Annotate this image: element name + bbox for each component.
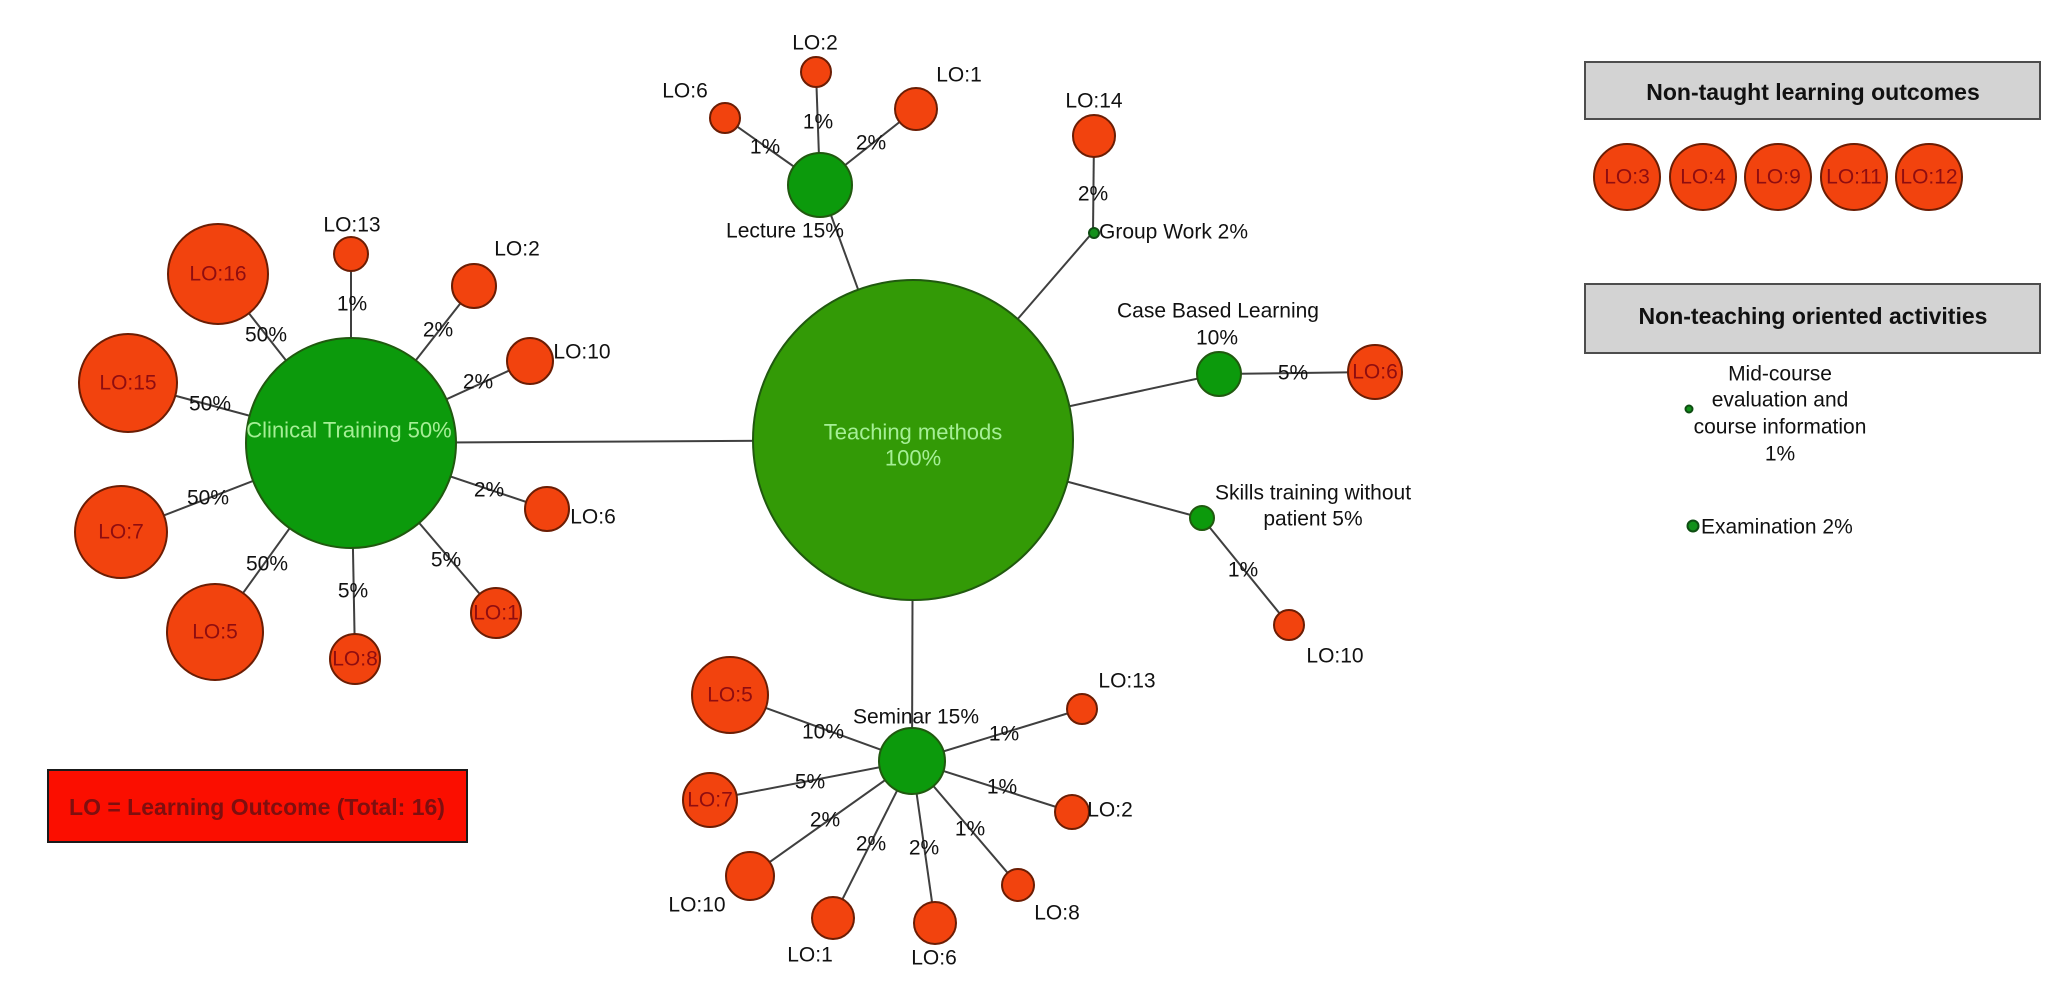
svg-text:5%: 5% [431, 549, 461, 572]
svg-text:LO:6: LO:6 [911, 947, 957, 970]
svg-text:Lecture 15%: Lecture 15% [726, 220, 844, 243]
svg-text:2%: 2% [463, 371, 493, 394]
svg-text:1%: 1% [989, 723, 1019, 746]
svg-text:LO:7: LO:7 [98, 521, 144, 544]
svg-text:patient 5%: patient 5% [1263, 508, 1362, 531]
svg-text:2%: 2% [423, 319, 453, 342]
svg-text:LO:1: LO:1 [936, 64, 982, 87]
svg-text:1%: 1% [337, 293, 367, 316]
svg-text:2%: 2% [856, 833, 886, 856]
svg-text:LO:7: LO:7 [687, 789, 733, 812]
svg-text:Non-teaching oriented activiti: Non-teaching oriented activities [1639, 303, 1988, 329]
svg-text:LO:2: LO:2 [792, 32, 838, 55]
svg-text:LO:10: LO:10 [1306, 645, 1363, 668]
svg-text:Mid-course: Mid-course [1728, 363, 1832, 386]
svg-text:LO:8: LO:8 [332, 648, 378, 671]
svg-text:LO:13: LO:13 [1098, 670, 1155, 693]
svg-text:2%: 2% [909, 837, 939, 860]
svg-text:Seminar 15%: Seminar 15% [853, 706, 979, 729]
svg-text:LO:4: LO:4 [1680, 166, 1726, 189]
svg-text:LO:3: LO:3 [1604, 166, 1650, 189]
svg-text:5%: 5% [1278, 362, 1308, 385]
svg-text:LO:1: LO:1 [787, 944, 833, 967]
svg-text:Non-taught learning outcomes: Non-taught learning outcomes [1646, 79, 1980, 105]
svg-text:2%: 2% [810, 809, 840, 832]
svg-text:5%: 5% [338, 580, 368, 603]
svg-text:1%: 1% [987, 776, 1017, 799]
svg-text:50%: 50% [246, 553, 288, 576]
svg-text:LO:8: LO:8 [1034, 902, 1080, 925]
svg-text:2%: 2% [474, 479, 504, 502]
svg-text:LO:9: LO:9 [1755, 166, 1801, 189]
svg-text:1%: 1% [750, 136, 780, 159]
svg-text:LO:12: LO:12 [1900, 166, 1957, 189]
svg-text:1%: 1% [1228, 559, 1258, 582]
svg-text:LO:16: LO:16 [189, 263, 246, 286]
svg-text:Teaching methods: Teaching methods [824, 420, 1003, 445]
svg-text:10%: 10% [1196, 327, 1238, 350]
svg-text:Examination 2%: Examination 2% [1701, 516, 1853, 539]
svg-text:LO = Learning Outcome (Total:: LO = Learning Outcome (Total: 16) [69, 794, 445, 820]
svg-text:LO:11: LO:11 [1826, 166, 1882, 189]
svg-text:2%: 2% [856, 132, 886, 155]
svg-text:100%: 100% [885, 446, 941, 471]
svg-text:LO:15: LO:15 [99, 372, 156, 395]
svg-text:LO:6: LO:6 [662, 80, 708, 103]
svg-text:Group Work 2%: Group Work 2% [1099, 221, 1248, 244]
svg-text:LO:10: LO:10 [553, 341, 610, 364]
svg-text:50%: 50% [245, 324, 287, 347]
svg-text:course information: course information [1694, 416, 1867, 439]
svg-text:LO:6: LO:6 [1352, 361, 1398, 384]
svg-text:LO:13: LO:13 [323, 214, 380, 237]
svg-text:50%: 50% [189, 393, 231, 416]
svg-text:1%: 1% [955, 818, 985, 841]
svg-text:1%: 1% [803, 111, 833, 134]
svg-text:2%: 2% [1078, 183, 1108, 206]
svg-text:LO:14: LO:14 [1065, 90, 1123, 113]
svg-text:Clinical Training 50%: Clinical Training 50% [246, 418, 451, 443]
svg-text:LO:5: LO:5 [707, 684, 753, 707]
svg-text:LO:2: LO:2 [494, 238, 540, 261]
svg-text:5%: 5% [795, 771, 825, 794]
svg-text:LO:2: LO:2 [1087, 799, 1133, 822]
svg-text:Skills training without: Skills training without [1215, 482, 1411, 505]
svg-text:LO:5: LO:5 [192, 621, 238, 644]
svg-text:LO:1: LO:1 [473, 602, 519, 625]
svg-text:LO:10: LO:10 [668, 894, 725, 917]
svg-text:10%: 10% [802, 721, 844, 744]
svg-text:Case Based Learning: Case Based Learning [1117, 300, 1319, 323]
svg-text:50%: 50% [187, 487, 229, 510]
svg-text:LO:6: LO:6 [570, 506, 616, 529]
svg-text:1%: 1% [1765, 443, 1795, 466]
svg-text:evaluation and: evaluation and [1712, 389, 1849, 412]
